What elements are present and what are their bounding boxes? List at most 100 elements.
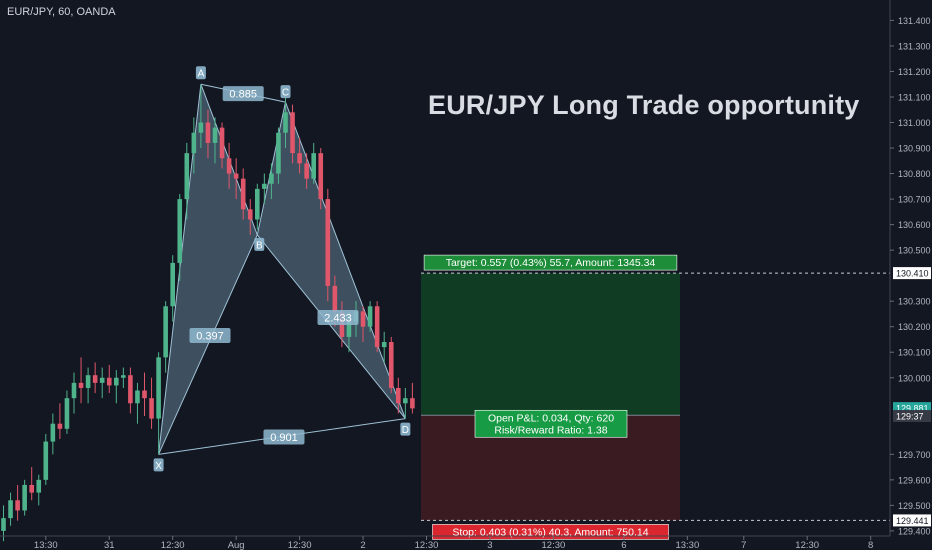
- candle-body: [381, 342, 387, 348]
- candle-body: [367, 306, 373, 327]
- candle-body: [43, 441, 49, 480]
- price-tick-label: 130.300: [898, 297, 931, 307]
- candle-body: [396, 387, 401, 404]
- stop-label-line-1: Stop: 0.403 (0.31%) 40.3, Amount: 750.14: [452, 526, 648, 538]
- candle-body: [99, 377, 105, 383]
- candle-body: [325, 199, 331, 286]
- candles-group: [1, 84, 415, 542]
- candle-body: [247, 209, 253, 220]
- price-tick-label: 130.100: [898, 348, 931, 358]
- candle-body: [22, 484, 27, 511]
- point-label-c: C: [282, 88, 289, 99]
- point-a-bg: [195, 66, 206, 80]
- candle-body: [262, 183, 267, 189]
- time-tick-label: 13:30: [675, 540, 699, 550]
- candle-body: [64, 398, 70, 429]
- candle-body: [71, 382, 77, 399]
- candle-body: [1, 518, 6, 531]
- time-tick-label: 3: [487, 540, 492, 550]
- candle-body: [403, 398, 408, 404]
- candle-body: [410, 398, 415, 409]
- price-tick-label: 130.500: [898, 246, 931, 256]
- ratio-xb-bg: [189, 328, 231, 343]
- candle-body: [15, 500, 20, 511]
- candle-body: [332, 285, 338, 312]
- candle-body: [304, 163, 309, 179]
- candle-body: [388, 342, 394, 388]
- time-tick-label: 7: [741, 540, 746, 550]
- price-tick-label: 130.900: [898, 144, 931, 154]
- pnl-label-bg: [474, 409, 628, 438]
- candle-body: [297, 153, 302, 164]
- point-label-b: B: [256, 240, 263, 251]
- point-b-bg: [254, 237, 265, 251]
- candle-body: [346, 321, 352, 337]
- price-tick-label: 130.800: [898, 169, 931, 179]
- time-tick-label: 12:30: [542, 540, 566, 550]
- candle-body: [290, 112, 295, 154]
- point-d-bg: [400, 422, 411, 436]
- time-tick-label: 2: [360, 540, 365, 550]
- candle-body: [184, 153, 190, 200]
- target-label-line-1: Target: 0.557 (0.43%) 55.7, Amount: 1345…: [446, 257, 656, 269]
- candle-body: [269, 173, 274, 184]
- time-tick-label: 13:30: [34, 540, 58, 550]
- time-tick-label: 12:30: [795, 540, 819, 550]
- price-tick-label: 129.400: [898, 526, 931, 536]
- price-tick-label: 131.000: [898, 118, 931, 128]
- time-tick-label: 8: [868, 540, 873, 550]
- profit-zone: [421, 273, 680, 416]
- point-c-bg: [280, 85, 291, 99]
- price-label-bg: [893, 267, 931, 280]
- pnl-label-line-1: Open P&L: 0.034, Qty: 620: [488, 412, 614, 424]
- candle-body: [170, 262, 175, 307]
- candle-body: [311, 153, 316, 179]
- price-tick-label: 130.700: [898, 195, 931, 205]
- candle-body: [29, 484, 34, 493]
- time-tick-label: Aug: [228, 540, 245, 550]
- candle-body: [142, 390, 147, 399]
- price-tick-label: 129.600: [898, 475, 931, 485]
- candle-body: [219, 127, 225, 159]
- candle-body: [8, 500, 13, 519]
- candle-body: [128, 375, 133, 404]
- ratio-xd-bg: [263, 429, 305, 445]
- candle-body: [360, 311, 366, 327]
- price-tick-label: 130.000: [898, 373, 931, 383]
- candle-body: [135, 390, 140, 404]
- price-label-bg: [893, 410, 931, 423]
- candle-body: [57, 423, 63, 429]
- time-tick-label: 31: [104, 540, 115, 550]
- price-tick-label: 130.200: [898, 322, 931, 332]
- price-label: 129.441: [896, 516, 929, 526]
- candle-body: [121, 375, 126, 378]
- time-tick-label: 6: [621, 540, 626, 550]
- candle-body: [92, 375, 98, 383]
- candle-body: [177, 199, 183, 263]
- candle-body: [374, 306, 380, 348]
- candle-body: [106, 377, 112, 386]
- time-tick-label: 12:30: [288, 540, 312, 550]
- candle-body: [36, 479, 42, 493]
- price-tick-label: 131.400: [898, 16, 931, 26]
- target-label-bg: [423, 254, 678, 271]
- price-label: 129:37: [896, 412, 924, 422]
- candle-body: [212, 127, 218, 143]
- candle-body: [318, 153, 324, 200]
- ratio-xb: 0.397: [196, 331, 224, 343]
- symbol-title: EUR/JPY, 60, OANDA: [7, 6, 116, 18]
- candle-body: [191, 132, 197, 154]
- time-tick-label: 12:30: [415, 540, 439, 550]
- candle-body: [156, 357, 161, 419]
- price-tick-label: 129.700: [898, 450, 931, 460]
- headline-annotation: EUR/JPY Long Trade opportunity: [428, 90, 860, 120]
- price-label: 130.410: [896, 269, 929, 279]
- price-tick-label: 129.500: [898, 501, 931, 511]
- ratio-bd: 2.433: [324, 313, 352, 325]
- ratio-bd-bg: [317, 310, 359, 325]
- point-label-x: X: [155, 461, 162, 472]
- candle-body: [255, 188, 260, 220]
- candle-body: [114, 377, 119, 386]
